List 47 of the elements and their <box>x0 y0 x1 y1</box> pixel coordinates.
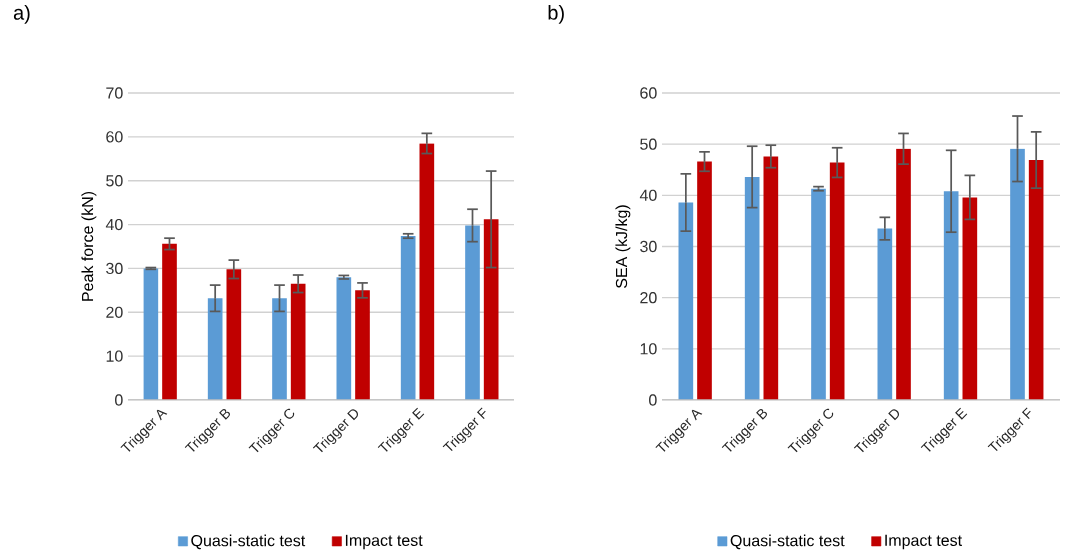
y-tick-label: 10 <box>640 343 657 355</box>
bar <box>763 156 779 400</box>
bar <box>465 225 480 400</box>
bar <box>483 219 499 400</box>
legend-label: Impact test <box>885 534 962 550</box>
y-tick-label: 50 <box>640 138 657 150</box>
chart-title: b) <box>548 5 564 24</box>
bar <box>272 298 287 400</box>
legend-label: Quasi-static test <box>730 534 845 550</box>
bar <box>1028 160 1044 400</box>
bar <box>400 235 416 400</box>
bar <box>355 290 370 400</box>
y-tick-label: 60 <box>640 87 657 99</box>
y-tick-label: 70 <box>106 87 123 99</box>
y-tick-label: 0 <box>649 394 657 406</box>
legend-label: Impact test <box>345 534 423 550</box>
bar <box>896 148 911 400</box>
bar <box>143 268 159 400</box>
bar <box>226 269 242 400</box>
y-tick-label: 60 <box>106 131 123 143</box>
y-tick-label: 20 <box>106 306 123 318</box>
bar <box>1010 148 1025 400</box>
y-tick-label: 20 <box>640 292 657 304</box>
legend-label: Quasi-static test <box>191 534 306 550</box>
chart-title: a) <box>13 5 30 24</box>
bar <box>811 188 826 400</box>
bar <box>419 143 435 400</box>
bar <box>943 191 959 400</box>
y-tick-label: 30 <box>106 262 123 275</box>
y-axis-title: Peak force (kN) <box>81 191 97 301</box>
y-tick-label: 40 <box>639 189 657 201</box>
bar <box>697 161 712 400</box>
y-tick-label: 30 <box>640 240 657 253</box>
y-tick-label: 40 <box>105 218 123 231</box>
bar <box>336 277 352 400</box>
y-tick-label: 0 <box>115 394 123 406</box>
bar <box>877 228 893 400</box>
y-axis-title: SEA (kJ/kg) <box>615 205 631 288</box>
bar <box>829 162 845 400</box>
bar <box>207 298 223 400</box>
bar <box>162 243 177 400</box>
y-tick-label: 50 <box>106 175 123 187</box>
y-tick-label: 10 <box>106 350 123 362</box>
bar <box>962 197 978 400</box>
bar <box>678 202 694 400</box>
bar <box>744 176 760 400</box>
bar <box>290 283 306 400</box>
